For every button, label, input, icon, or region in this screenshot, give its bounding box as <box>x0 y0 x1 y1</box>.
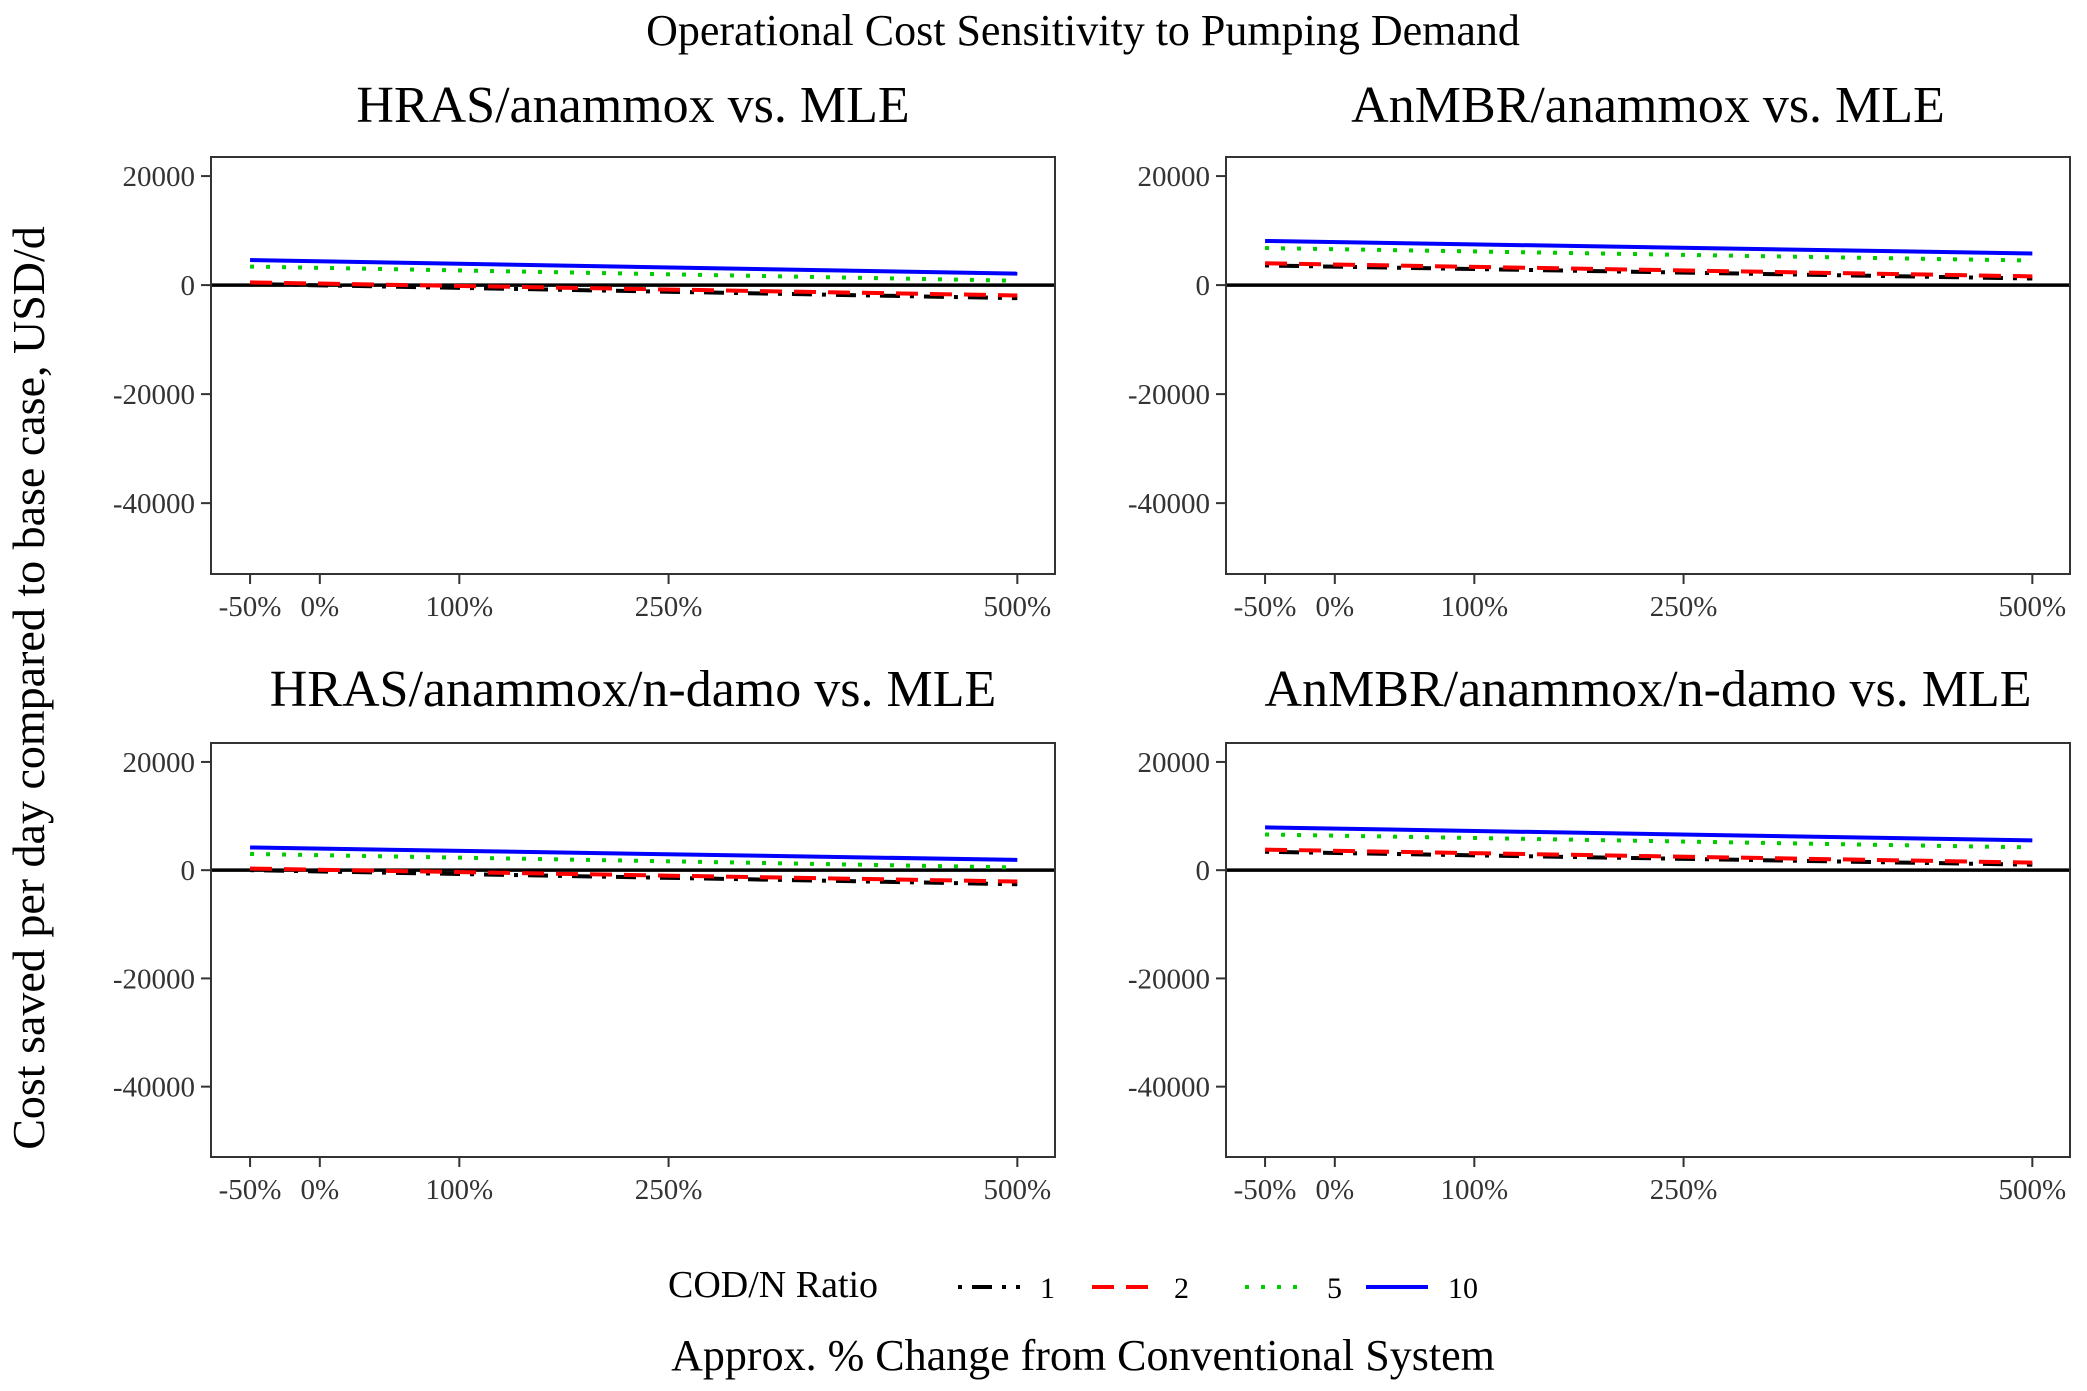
x-tick-label: 250% <box>635 1174 703 1206</box>
series-line-2 <box>250 280 1018 298</box>
y-tick-label: 0 <box>1196 855 1211 887</box>
panel-3: HRAS/anammox/n-damo vs. MLE 20000 0 -20000 -… <box>113 661 1056 1206</box>
legend-label: 5 <box>1327 1272 1342 1305</box>
x-tick-label: 500% <box>1998 591 2066 623</box>
panel-border <box>210 156 1056 575</box>
x-tick-label: 100% <box>1440 1174 1508 1206</box>
x-tick-label: -50% <box>219 591 282 623</box>
x-tick-label: 500% <box>983 591 1051 623</box>
legend: COD/N Ratio 1 2 5 10 <box>668 1264 1478 1306</box>
y-tick-label: 20000 <box>1138 161 1211 193</box>
panel-title: HRAS/anammox/n-damo vs. MLE <box>270 661 997 718</box>
series-line-1 <box>250 282 1018 301</box>
x-tick-label: 500% <box>1998 1174 2066 1206</box>
y-tick-label: -40000 <box>1128 488 1210 520</box>
legend-items: 1 2 5 10 <box>958 1272 1478 1305</box>
figure-title: Operational Cost Sensitivity to Pumping … <box>646 6 1520 55</box>
y-tick-label: -40000 <box>1128 1072 1210 1104</box>
y-tick-label: 20000 <box>123 747 196 779</box>
y-axis-label: Cost saved per day compared to base case… <box>3 226 54 1150</box>
series-line-10 <box>1265 825 2033 843</box>
y-tick-label: -20000 <box>113 963 195 995</box>
panel-1: HRAS/anammox vs. MLE 20000 0 -20000 -40000 -5… <box>113 77 1056 623</box>
panel-border <box>210 742 1056 1158</box>
panel-title: HRAS/anammox vs. MLE <box>356 77 909 134</box>
x-tick-label: 0% <box>1315 591 1354 623</box>
series-line-1 <box>1265 849 2033 867</box>
x-tick-label: -50% <box>219 1174 282 1206</box>
series-line-2 <box>250 866 1018 884</box>
series-line-5 <box>1265 832 2033 850</box>
series-line-5 <box>250 851 1018 870</box>
y-tick-label: -20000 <box>113 379 195 411</box>
y-tick-label: -20000 <box>1128 963 1210 995</box>
y-tick-label: 20000 <box>1138 747 1211 779</box>
series-line-1 <box>1265 263 2033 281</box>
x-tick-label: 500% <box>983 1174 1051 1206</box>
y-tick-label: 20000 <box>123 161 196 193</box>
panels: HRAS/anammox vs. MLE 20000 0 -20000 -40000 -5… <box>113 77 2071 1206</box>
y-tick-label: -40000 <box>113 1072 195 1104</box>
x-tick-label: 250% <box>635 591 703 623</box>
series-line-10 <box>250 258 1018 276</box>
series-line-10 <box>250 845 1018 862</box>
x-tick-label: 250% <box>1650 1174 1718 1206</box>
legend-label: 2 <box>1174 1272 1189 1305</box>
x-tick-label: 0% <box>300 1174 339 1206</box>
series-line-2 <box>1265 847 2033 865</box>
x-tick-label: -50% <box>1234 591 1297 623</box>
panel-border <box>1225 156 2071 575</box>
x-axis-label: Approx. % Change from Conventional Syste… <box>671 1331 1495 1380</box>
x-tick-label: 0% <box>1315 1174 1354 1206</box>
panel-title: AnMBR/anammox vs. MLE <box>1351 77 1945 134</box>
x-tick-label: 250% <box>1650 591 1718 623</box>
legend-label: 1 <box>1040 1272 1055 1305</box>
legend-label: 10 <box>1448 1272 1478 1305</box>
series-line-10 <box>1265 238 2033 256</box>
panel-title: AnMBR/anammox/n-damo vs. MLE <box>1265 661 2032 718</box>
x-tick-label: 100% <box>1440 591 1508 623</box>
y-tick-label: 0 <box>181 270 196 302</box>
panel-2: AnMBR/anammox vs. MLE 20000 0 -20000 -40000 -… <box>1128 77 2071 623</box>
y-tick-label: 0 <box>181 855 196 887</box>
y-tick-label: 0 <box>1196 270 1211 302</box>
x-tick-label: 100% <box>425 591 493 623</box>
x-tick-label: 100% <box>425 1174 493 1206</box>
legend-title: COD/N Ratio <box>668 1264 878 1306</box>
series-line-2 <box>1265 261 2033 279</box>
y-tick-label: -40000 <box>113 488 195 520</box>
panel-4: AnMBR/anammox/n-damo vs. MLE 20000 0 -20000… <box>1128 661 2071 1206</box>
y-tick-label: -20000 <box>1128 379 1210 411</box>
x-tick-label: 0% <box>300 591 339 623</box>
panel-border <box>1225 742 2071 1158</box>
x-tick-label: -50% <box>1234 1174 1297 1206</box>
series-line-1 <box>250 868 1018 887</box>
